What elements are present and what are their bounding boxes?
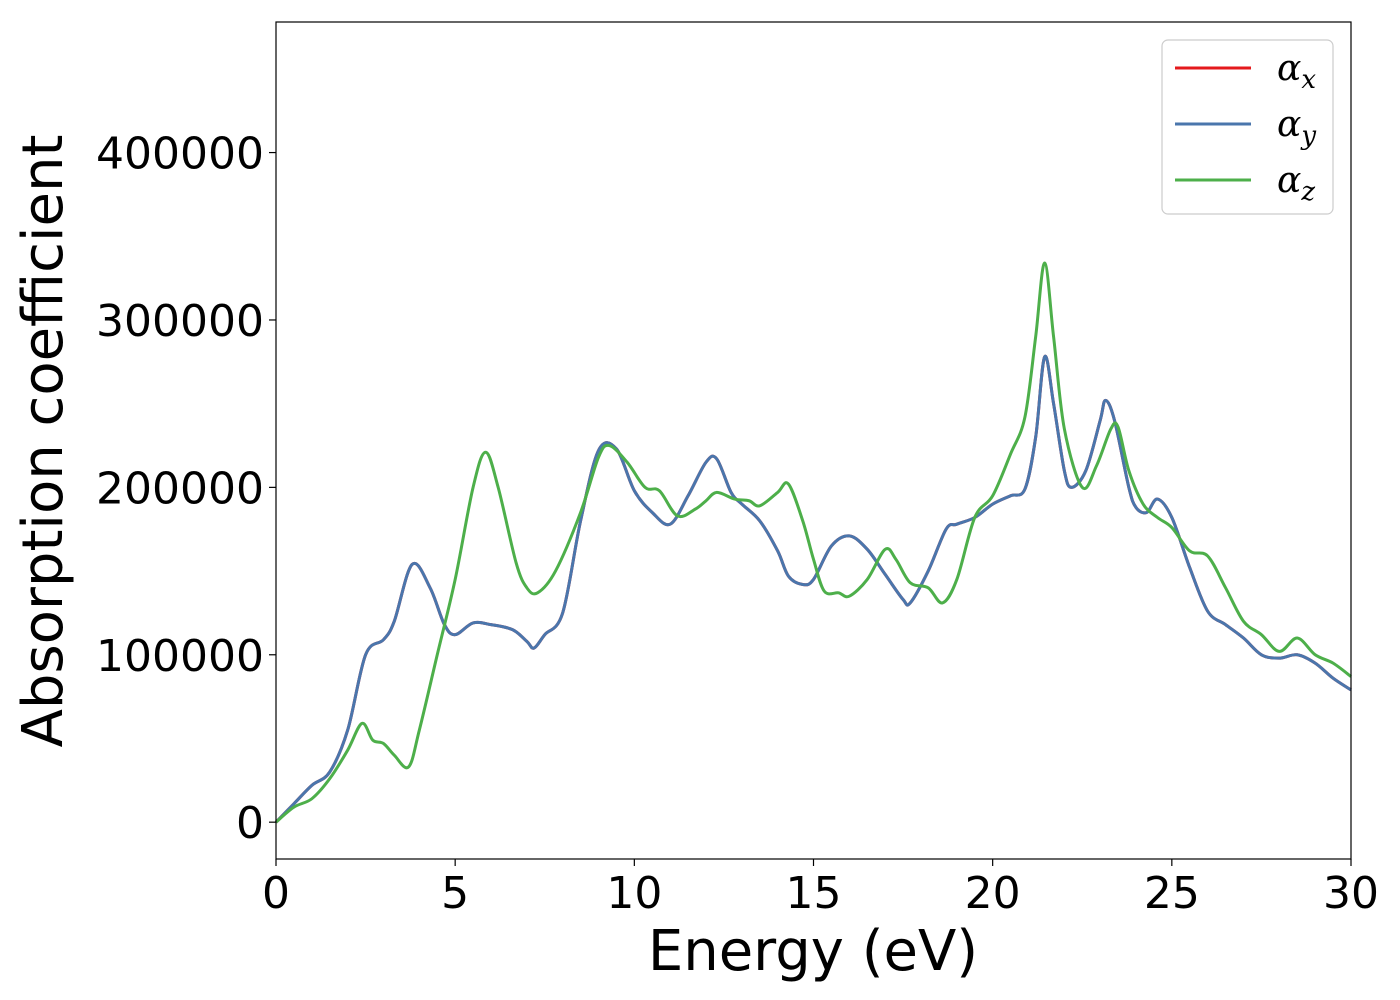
y-tick-label: 300000: [96, 296, 264, 347]
x-axis-ticks: 0 5 10 15 20 25 30: [262, 859, 1379, 919]
y-tick-label: 0: [236, 798, 264, 849]
y-axis-ticks: 0 100000 200000 300000 400000: [96, 129, 276, 849]
legend-items: αx αy αz: [1175, 48, 1316, 207]
series-line-y: [274, 354, 1352, 824]
x-axis-label: Energy (eV): [648, 919, 978, 984]
y-tick-label: 200000: [96, 463, 264, 514]
x-tick-label: 15: [786, 868, 842, 919]
legend: αx αy αz: [1161, 39, 1334, 215]
x-tick-label: 10: [606, 868, 662, 919]
series-layer: [274, 261, 1352, 824]
x-tick-label: 20: [965, 868, 1021, 919]
x-tick-label: 0: [262, 868, 290, 919]
y-tick-label: 100000: [96, 631, 264, 682]
x-tick-label: 30: [1323, 868, 1379, 919]
y-axis-label: Absorption coefficient: [11, 135, 76, 748]
y-tick-label: 400000: [96, 129, 264, 180]
x-tick-label: 25: [1144, 868, 1200, 919]
x-tick-label: 5: [441, 868, 469, 919]
legend-box: [1161, 39, 1334, 215]
legend-label-z: αz: [1277, 160, 1315, 207]
legend-label-y: αy: [1277, 104, 1316, 151]
series-line-z: [275, 261, 1352, 824]
legend-label-x: αx: [1277, 48, 1316, 95]
